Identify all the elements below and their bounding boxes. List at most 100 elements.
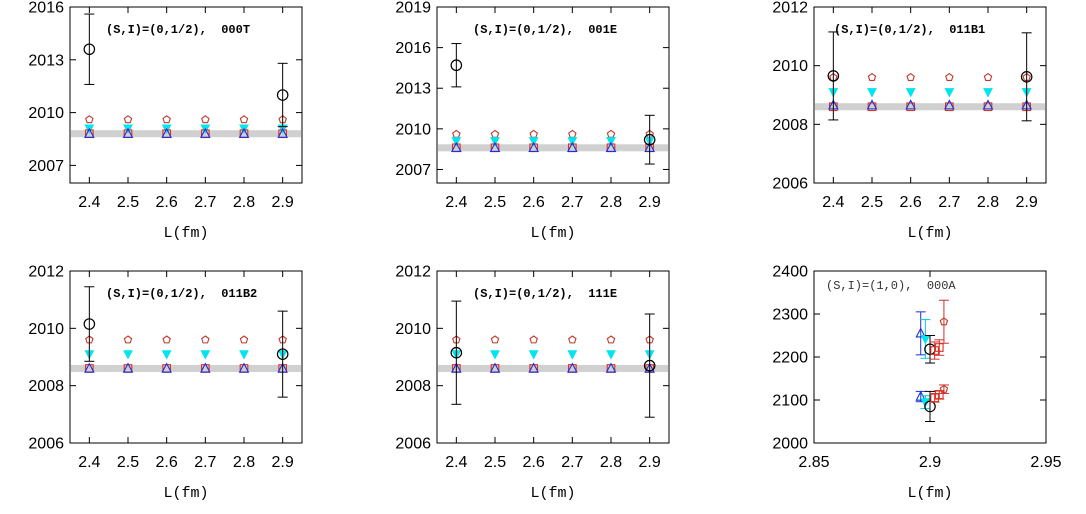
triangle-down-marker xyxy=(983,88,993,98)
plot-frame xyxy=(436,6,670,184)
x-tick-label: 2.9 xyxy=(919,454,941,471)
triangle-down-marker xyxy=(490,137,500,147)
triangle-up-marker xyxy=(161,127,172,138)
triangle-down-marker xyxy=(567,137,578,147)
pentagon-marker xyxy=(239,335,249,344)
error-bar xyxy=(925,390,935,422)
circle-marker xyxy=(83,43,96,56)
triangle-up-marker xyxy=(567,362,578,373)
pentagon-marker xyxy=(201,115,210,124)
y-tick-label: 2300 xyxy=(772,307,808,324)
x-tick-label: 2.8 xyxy=(600,194,622,211)
y-tick-label: 2010 xyxy=(772,58,808,75)
triangle-up-marker xyxy=(905,99,916,110)
x-tick-label: 2.6 xyxy=(156,454,178,471)
y-tick-label: 2400 xyxy=(772,264,808,281)
pentagon-marker xyxy=(945,72,954,82)
panel-title: (S,I)=(0,1/2), 000T xyxy=(106,23,250,37)
x-tick-label: 2.6 xyxy=(523,454,545,471)
triangle-up-marker xyxy=(200,127,211,138)
reference-band xyxy=(71,130,301,138)
error-bar xyxy=(925,335,935,364)
x-tick-label: 2.5 xyxy=(861,194,883,211)
panel-title: (S,I)=(0,1/2), 001E xyxy=(473,23,617,37)
x-tick-label: 2.4 xyxy=(78,194,100,211)
pentagon-marker xyxy=(452,129,461,138)
x-tick-label: 2.7 xyxy=(561,454,583,471)
pentagon-marker xyxy=(490,129,500,138)
error-bar xyxy=(277,62,288,128)
circle-marker xyxy=(643,359,656,372)
triangle-down-marker xyxy=(920,398,931,408)
triangle-up-marker xyxy=(605,362,617,373)
pentagon-marker xyxy=(85,115,94,124)
triangle-up-marker xyxy=(238,127,250,138)
panel-4: 2006 2008 2010 2012 2.4 2.5 2.6 2.7 2.8 2.9 L(fm) (… xyxy=(28,264,303,502)
triangle-up-marker xyxy=(122,127,134,138)
triangle-up-marker xyxy=(238,362,250,373)
x-tick-label: 2.7 xyxy=(194,194,216,211)
panel-5: 2006 2008 2010 2012 2.4 2.5 2.6 2.7 2.8 2.9 L(fm) (… xyxy=(395,264,670,502)
circle-marker xyxy=(276,89,289,101)
pentagon-marker xyxy=(529,129,538,138)
triangle-down-marker xyxy=(490,350,500,360)
triangle-down-marker xyxy=(239,350,249,360)
pentagon-marker xyxy=(123,115,133,124)
x-axis-label: L(fm) xyxy=(163,225,208,242)
error-bar xyxy=(644,114,655,165)
x-tick-label: 2.5 xyxy=(484,194,506,211)
pentagon-marker xyxy=(867,72,877,82)
y-tick-label: 2010 xyxy=(395,121,431,138)
x-tick-label: 2.4 xyxy=(445,194,467,211)
pentagon-marker xyxy=(606,129,616,138)
plot-frame xyxy=(69,6,303,184)
triangle-down-marker xyxy=(123,350,133,360)
pentagon-marker xyxy=(123,335,133,344)
triangle-down-marker xyxy=(944,88,955,98)
y-tick-label: 2019 xyxy=(395,0,431,17)
pentagon-marker xyxy=(162,335,171,344)
circle-marker xyxy=(450,346,463,359)
x-tick-label: 2.85 xyxy=(798,454,829,471)
x-tick-label: 2.6 xyxy=(900,194,922,211)
pentagon-marker xyxy=(939,317,949,326)
y-tick-label: 2008 xyxy=(28,378,64,395)
triangle-up-marker xyxy=(915,327,927,338)
x-tick-label: 2.6 xyxy=(523,194,545,211)
reference-band xyxy=(438,364,668,372)
circle-marker xyxy=(83,318,96,330)
reference-band xyxy=(815,103,1045,111)
triangle-down-marker xyxy=(528,137,539,147)
panel-3: 2006 2008 2010 2012 2.4 2.5 2.6 2.7 2.8 2.9 L(fm) (… xyxy=(772,0,1047,242)
x-tick-label: 2.9 xyxy=(1016,194,1038,211)
circle-marker xyxy=(924,400,936,413)
error-bar xyxy=(938,299,949,344)
x-tick-label: 2.6 xyxy=(156,194,178,211)
triangle-down-marker xyxy=(606,137,616,147)
circle-marker xyxy=(643,133,656,146)
triangle-up-marker xyxy=(200,362,211,373)
x-tick-label: 2.9 xyxy=(639,454,661,471)
panel-1: 2007 2010 2013 2016 2.4 2.5 2.6 2.7 2.8 2.9 L(fm) (… xyxy=(28,0,303,242)
plot-frame xyxy=(813,6,1047,184)
x-tick-label: 2.9 xyxy=(272,194,294,211)
triangle-up-marker xyxy=(605,141,617,152)
triangle-down-marker xyxy=(920,335,931,345)
x-tick-label: 2.4 xyxy=(822,194,844,211)
pentagon-marker xyxy=(490,335,500,344)
reference-band xyxy=(71,364,301,372)
triangle-up-marker xyxy=(944,99,955,110)
y-tick-label: 2013 xyxy=(395,81,431,98)
error-bar xyxy=(934,339,945,356)
pentagon-marker xyxy=(983,72,993,82)
y-tick-label: 2008 xyxy=(772,117,808,134)
reference-band xyxy=(438,144,668,152)
x-axis-label: L(fm) xyxy=(530,225,575,242)
circle-marker xyxy=(827,70,840,82)
pentagon-marker xyxy=(239,115,249,124)
triangle-up-marker xyxy=(489,141,501,152)
x-tick-label: 2.7 xyxy=(194,454,216,471)
y-tick-label: 2007 xyxy=(28,158,64,175)
triangle-down-marker xyxy=(161,350,172,360)
